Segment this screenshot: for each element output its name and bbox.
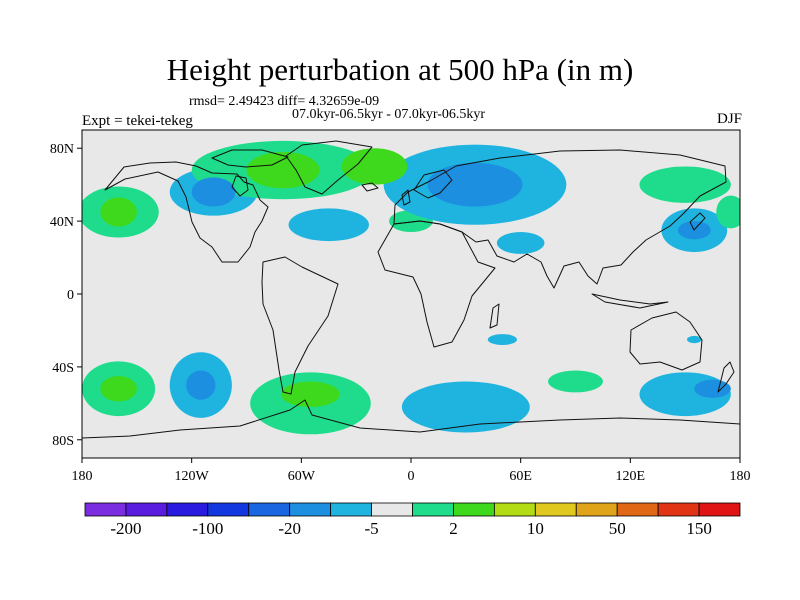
- anomaly-region-6: [496, 232, 545, 254]
- colorbar-box-11: [534, 502, 577, 517]
- y-tick-label-0: 80N: [50, 142, 74, 157]
- coastline-antarctica: [82, 399, 740, 439]
- anomaly-region-18: [100, 197, 137, 227]
- x-tick-label-3: 0: [408, 469, 415, 484]
- rmsd-label: rmsd= 2.49423 diff= 4.32659e-09: [189, 94, 380, 109]
- anomaly-region-9: [716, 195, 740, 229]
- coastline-japan: [689, 212, 706, 231]
- coastline-greenland: [285, 140, 373, 195]
- x-tick-label-5: 120E: [616, 469, 646, 484]
- colorbar-label-2: -20: [278, 519, 301, 538]
- colorbar-label-1: -100: [192, 519, 223, 538]
- experiment-label: Expt = tekei-tekeg: [82, 113, 193, 129]
- anomaly-region-19: [191, 177, 236, 207]
- coastline-arctic-islands: [211, 149, 289, 168]
- coastline-british-isles: [401, 189, 411, 206]
- anomaly-region-24: [100, 376, 137, 402]
- anomaly-region-15: [401, 381, 530, 433]
- coastline-south-america: [261, 256, 339, 395]
- x-tick-label-1: 120W: [175, 469, 210, 484]
- coastline-iceland: [361, 182, 379, 192]
- coastline-eurasia: [393, 149, 727, 289]
- y-tick-label-2: 0: [67, 288, 74, 303]
- anomaly-region-22: [427, 162, 523, 207]
- x-tick-label-0: 180: [72, 469, 93, 484]
- colorbar-box-2: [166, 502, 209, 517]
- colorbar-box-10: [493, 502, 536, 517]
- chart-title: Height perturbation at 500 hPa (in m): [166, 52, 634, 87]
- anomaly-region-26: [281, 381, 340, 407]
- colorbar-label-0: -200: [110, 519, 141, 538]
- y-axis: 80N 40N 0 40S 80S: [50, 142, 82, 449]
- colorbar-box-3: [207, 502, 250, 517]
- season-label: DJF: [716, 111, 742, 127]
- colorbar-box-15: [698, 502, 741, 517]
- anomaly-region-27: [694, 379, 731, 398]
- x-tick-label-4: 60E: [509, 469, 532, 484]
- colorbar-label-3: -5: [364, 519, 378, 538]
- colorbar-box-1: [125, 502, 168, 517]
- colorbar-box-7: [371, 502, 413, 517]
- anomaly-region-20: [246, 151, 320, 189]
- coastline-indonesia: [591, 293, 669, 309]
- anomaly-region-25: [186, 370, 216, 400]
- anomaly-region-16: [548, 370, 603, 393]
- colorbar-box-0: [84, 502, 127, 517]
- coastline-hudson-bay: [231, 175, 249, 197]
- x-tick-label-6: 180: [730, 469, 751, 484]
- colorbar-box-5: [289, 502, 332, 517]
- coastline-madagascar: [489, 303, 500, 329]
- colorbar-label-5: 10: [527, 519, 544, 538]
- colorbar-box-14: [657, 502, 700, 517]
- x-axis: 180 120W 60W 0 60E 120E 180: [72, 458, 751, 484]
- colorbar-label-6: 50: [609, 519, 626, 538]
- colorbar-label-4: 2: [449, 519, 458, 538]
- coastline-new-zealand: [717, 361, 735, 393]
- colorbar-box-9: [453, 502, 495, 517]
- y-tick-label-4: 80S: [52, 434, 74, 449]
- y-tick-label-1: 40N: [50, 215, 74, 230]
- colorbar-box-12: [575, 502, 618, 517]
- coastline-scandinavia: [413, 169, 453, 199]
- anomaly-region-8: [639, 166, 731, 203]
- coastline-north-america: [104, 161, 269, 263]
- colorbar-label-7: 150: [686, 519, 712, 538]
- period-label: 07.0kyr-06.5kyr - 07.0kyr-06.5kyr: [292, 107, 486, 122]
- colorbar-box-6: [330, 502, 372, 517]
- colorbar-box-4: [248, 502, 291, 517]
- coastlines: [82, 140, 740, 439]
- coastline-australia: [629, 311, 703, 371]
- colorbar-box-13: [616, 502, 659, 517]
- colorbar: -200 -100 -20 -5 2 10 50 150: [84, 502, 741, 538]
- x-tick-label-2: 60W: [288, 469, 316, 484]
- anomaly-region-3: [288, 208, 369, 242]
- anomaly-region-11: [686, 335, 702, 344]
- colorbar-box-8: [412, 502, 454, 517]
- anomaly-region-10: [487, 334, 518, 346]
- anomaly-region-21: [341, 148, 408, 185]
- y-tick-label-3: 40S: [52, 361, 74, 376]
